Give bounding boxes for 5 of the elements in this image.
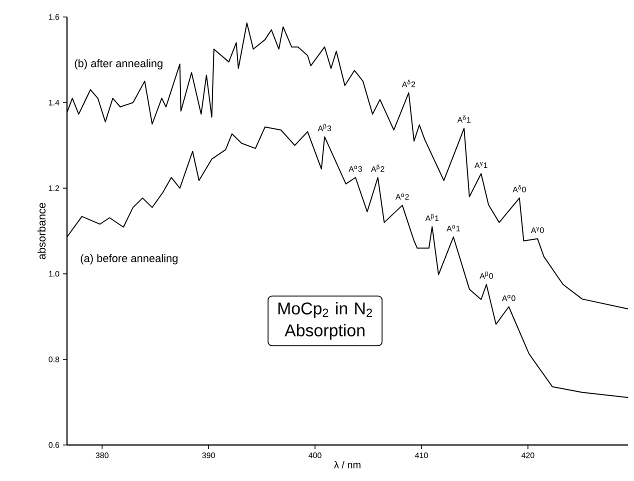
series-label: (b) after annealing [74,59,162,70]
text: (a) before annealing [80,254,178,264]
x-axis-title: λ / nm [334,461,360,468]
y-axis-title: absorbance [38,202,46,260]
text: MoCp$_{2}$ in N$_{2}$ Absorption [278,302,372,340]
